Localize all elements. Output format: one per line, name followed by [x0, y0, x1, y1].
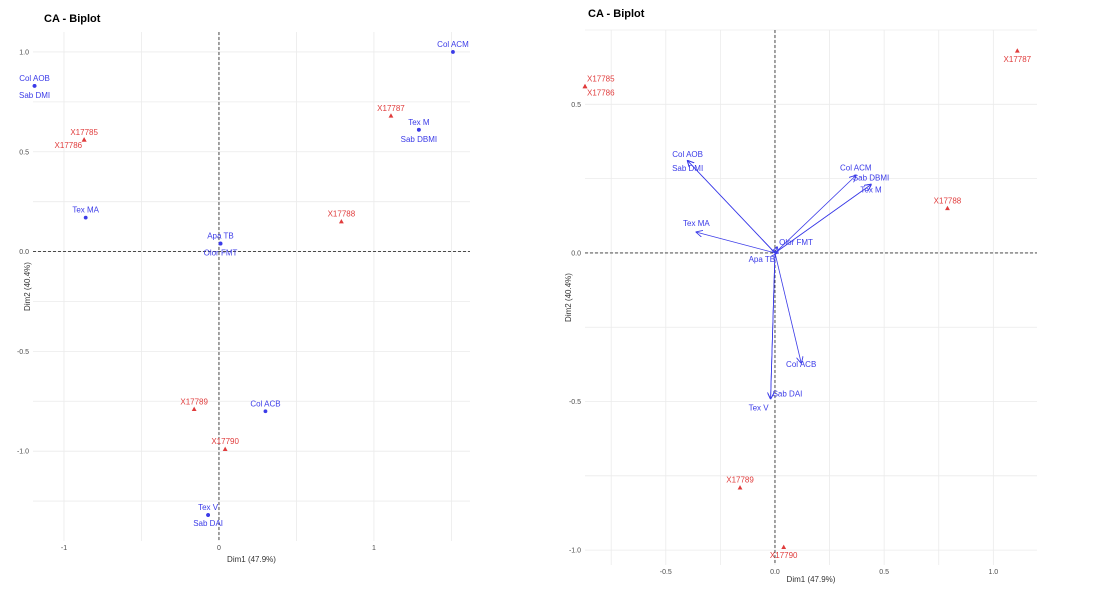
column-point-marker	[264, 409, 268, 413]
column-point-label: Olor FMT	[779, 238, 813, 247]
row-point-label: X17789	[726, 476, 754, 485]
column-point-label: Col ACM	[840, 164, 872, 173]
x-axis-label: Dim1 (47.9%)	[227, 555, 276, 564]
x-tick-label: 0.0	[770, 569, 780, 576]
column-point-label: Sab DBMI	[853, 174, 889, 183]
column-point-label: Col ACB	[250, 399, 280, 408]
x-tick-label: -1	[61, 545, 67, 552]
y-tick-label: -1.0	[569, 548, 581, 555]
x-tick-label: -0.5	[660, 569, 672, 576]
row-point-marker	[781, 545, 786, 549]
column-point-label: Tex V	[198, 503, 219, 512]
column-point-label: Col AOB	[672, 150, 703, 159]
column-point-label: Apa TB	[749, 255, 776, 264]
y-tick-label: 0.5	[571, 102, 581, 109]
column-point-label: Tex M	[860, 186, 882, 195]
x-tick-label: 0	[217, 545, 221, 552]
column-point-marker	[219, 242, 223, 246]
column-point-label: Tex V	[749, 404, 770, 413]
column-point-label: Sab DAI	[773, 390, 803, 399]
column-point-label: Tex MA	[72, 206, 99, 215]
y-tick-label: -0.5	[569, 399, 581, 406]
column-point-label: Olor FMT	[204, 249, 238, 258]
y-tick-label: 0.0	[19, 249, 29, 256]
row-point-label: X17785	[70, 128, 98, 137]
column-arrow	[696, 232, 775, 253]
row-point-marker	[738, 485, 743, 489]
y-axis-label: Dim2 (40.4%)	[23, 262, 32, 311]
x-tick-label: 1	[372, 545, 376, 552]
y-tick-label: 1.0	[19, 49, 29, 56]
y-axis-label: Dim2 (40.4%)	[564, 273, 573, 322]
row-point-label: X17788	[328, 210, 356, 219]
column-point-marker	[33, 84, 37, 88]
row-point-marker	[192, 407, 197, 411]
column-point-label: Col AOB	[19, 74, 50, 83]
x-tick-label: 1.0	[988, 569, 998, 576]
x-axis-label: Dim1 (47.9%)	[787, 575, 836, 584]
column-point-marker	[206, 513, 210, 517]
column-point-label: Col ACB	[786, 360, 816, 369]
row-point-label: X17787	[1004, 55, 1032, 64]
chart-title: CA - Biplot	[588, 8, 645, 20]
row-point-label: X17790	[211, 437, 239, 446]
column-point-label: Tex MA	[683, 219, 710, 228]
chart-title: CA - Biplot	[44, 13, 101, 25]
column-point-label: Tex M	[408, 118, 430, 127]
row-point-marker	[339, 219, 344, 223]
column-point-label: Sab DMI	[19, 91, 50, 100]
column-arrow	[688, 161, 775, 253]
column-arrow	[775, 253, 801, 363]
row-point-marker	[945, 206, 950, 210]
row-point-label: X17786	[55, 141, 83, 150]
y-tick-label: 0.5	[19, 149, 29, 156]
column-arrow	[771, 253, 775, 399]
y-tick-label: -1.0	[17, 449, 29, 456]
row-point-label: X17789	[180, 397, 208, 406]
column-point-marker	[84, 216, 88, 220]
column-point-marker	[417, 128, 421, 132]
x-tick-label: 0.5	[879, 569, 889, 576]
y-tick-label: -0.5	[17, 349, 29, 356]
row-point-label: X17785	[587, 74, 615, 83]
row-point-label: X17790	[770, 551, 798, 560]
row-point-marker	[389, 113, 394, 117]
column-point-marker	[451, 50, 455, 54]
column-point-label: Sab DBMI	[401, 135, 437, 144]
row-point-label: X17787	[377, 104, 405, 113]
row-point-marker	[82, 137, 87, 141]
ca-biplot-left: CA - Biplot Dim1 (47.9%) Dim2 (40.4%) -1 0 1 1…	[0, 0, 551, 614]
row-point-marker	[1015, 48, 1020, 52]
row-point-label: X17788	[934, 196, 962, 205]
ca-biplot-right: CA - Biplot Dim1 (47.9%) Dim2 (40.4%) -0.5 0…	[551, 0, 1103, 614]
row-point-label: X17786	[587, 88, 615, 97]
column-point-label: Col ACM	[437, 40, 469, 49]
column-point-label: Sab DAI	[193, 519, 223, 528]
y-tick-label: 0.0	[571, 250, 581, 257]
row-point-marker	[223, 447, 228, 451]
column-point-label: Sab DMI	[672, 164, 703, 173]
column-point-label: Apa TB	[207, 232, 234, 241]
